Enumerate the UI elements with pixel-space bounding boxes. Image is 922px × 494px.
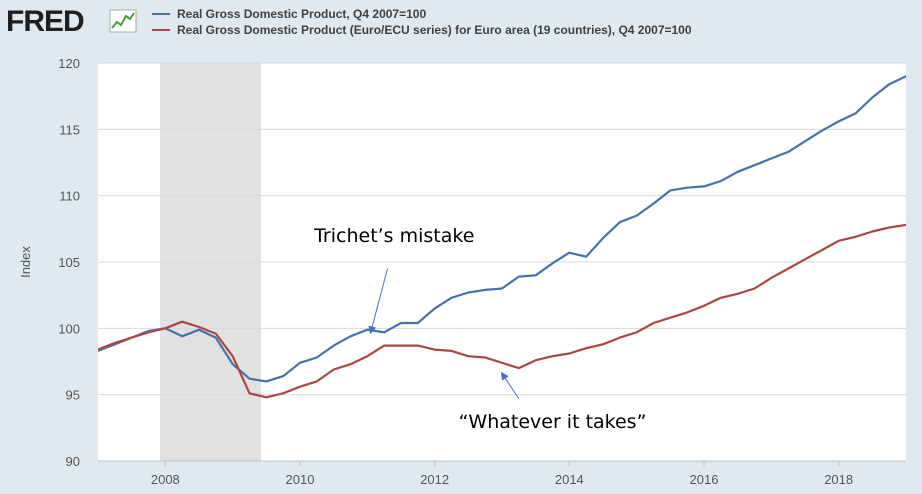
annotation-text-2: “Whatever it takes” [459,411,647,433]
fred-logo-graph-icon [109,9,137,33]
y-tick-label: 115 [59,122,80,137]
legend-entry-1: Real Gross Domestic Product, Q4 2007=100 [152,6,912,22]
legend-swatch [152,13,170,15]
annotation-text-1: Trichet’s mistake [313,225,474,247]
y-tick-label: 105 [58,255,80,270]
fred-logo-text: FRED [6,5,84,38]
annotation-arrow-2 [500,371,520,399]
y-tick-label: 100 [58,321,80,336]
x-tick-label: 2010 [286,472,315,487]
x-tick-label: 2018 [824,472,853,487]
y-axis-label: Index [18,246,33,278]
x-tick-label: 2008 [151,472,180,487]
x-tick-label: 2014 [555,472,584,487]
x-tick-label: 2012 [420,472,449,487]
series-line-2 [98,223,906,399]
annotation-arrow-1 [368,268,389,335]
y-tick-label: 95 [66,388,80,403]
y-tick-label: 120 [58,56,80,71]
x-tick-label: 2016 [690,472,719,487]
fred-logo: FRED [6,5,137,38]
legend-label: Real Gross Domestic Product, Q4 2007=100 [177,7,427,21]
legend-swatch [152,29,170,31]
series-line-1 [98,74,906,383]
legend-label: Real Gross Domestic Product (Euro/ECU se… [177,23,692,37]
y-tick-label: 110 [59,189,80,204]
chart-legend: Real Gross Domestic Product, Q4 2007=100… [152,6,912,38]
y-tick-label: 90 [66,454,80,469]
legend-entry-2: Real Gross Domestic Product (Euro/ECU se… [152,22,912,38]
